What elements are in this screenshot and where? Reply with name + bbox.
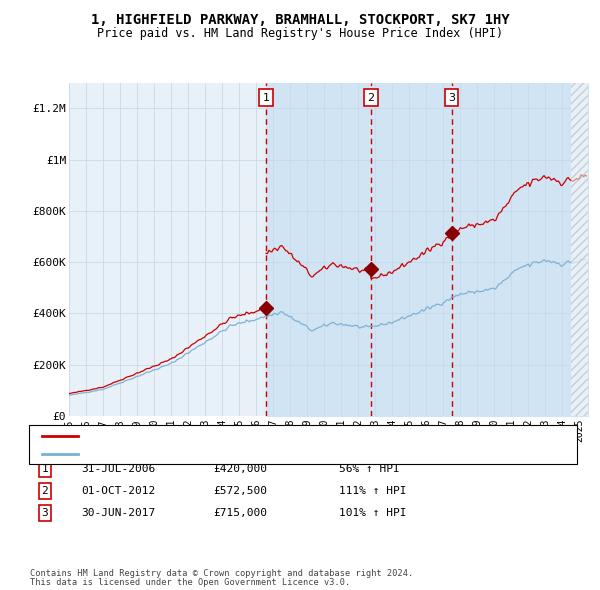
Bar — [571, 83, 588, 416]
Bar — [571, 83, 588, 416]
Text: 56% ↑ HPI: 56% ↑ HPI — [339, 464, 400, 474]
Text: 1, HIGHFIELD PARKWAY, BRAMHALL, STOCKPORT, SK7 1HY (detached house): 1, HIGHFIELD PARKWAY, BRAMHALL, STOCKPOR… — [84, 431, 486, 441]
Text: Price paid vs. HM Land Registry's House Price Index (HPI): Price paid vs. HM Land Registry's House … — [97, 27, 503, 40]
Text: 1: 1 — [263, 93, 269, 103]
Text: 30-JUN-2017: 30-JUN-2017 — [81, 508, 155, 517]
Text: 3: 3 — [448, 93, 455, 103]
Text: 101% ↑ HPI: 101% ↑ HPI — [339, 508, 407, 517]
Text: 2: 2 — [367, 93, 374, 103]
Text: £572,500: £572,500 — [213, 486, 267, 496]
Text: 01-OCT-2012: 01-OCT-2012 — [81, 486, 155, 496]
Text: 31-JUL-2006: 31-JUL-2006 — [81, 464, 155, 474]
Text: HPI: Average price, detached house, Stockport: HPI: Average price, detached house, Stoc… — [84, 449, 354, 459]
Text: Contains HM Land Registry data © Crown copyright and database right 2024.: Contains HM Land Registry data © Crown c… — [30, 569, 413, 578]
Text: 111% ↑ HPI: 111% ↑ HPI — [339, 486, 407, 496]
Text: 1: 1 — [41, 464, 49, 474]
Text: £715,000: £715,000 — [213, 508, 267, 517]
Text: £420,000: £420,000 — [213, 464, 267, 474]
Text: 1, HIGHFIELD PARKWAY, BRAMHALL, STOCKPORT, SK7 1HY: 1, HIGHFIELD PARKWAY, BRAMHALL, STOCKPOR… — [91, 13, 509, 27]
Text: This data is licensed under the Open Government Licence v3.0.: This data is licensed under the Open Gov… — [30, 578, 350, 588]
Text: 2: 2 — [41, 486, 49, 496]
Text: 3: 3 — [41, 508, 49, 517]
